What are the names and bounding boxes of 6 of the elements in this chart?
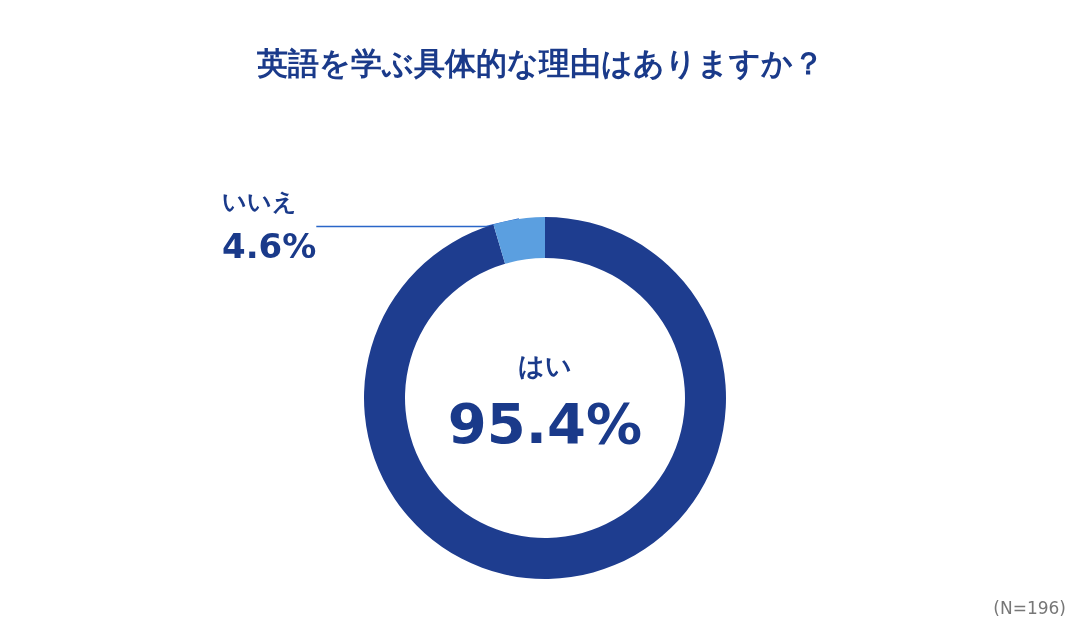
slice-label: いいえ: [222, 188, 297, 216]
data-label: 95.4%: [447, 390, 643, 456]
text: (N=196): [993, 597, 1067, 618]
chart-title: 英語を学ぶ具体的な理由はありますか？: [255, 44, 824, 81]
slice-label: はい: [518, 351, 572, 381]
data-label: 4.6%: [222, 226, 317, 266]
